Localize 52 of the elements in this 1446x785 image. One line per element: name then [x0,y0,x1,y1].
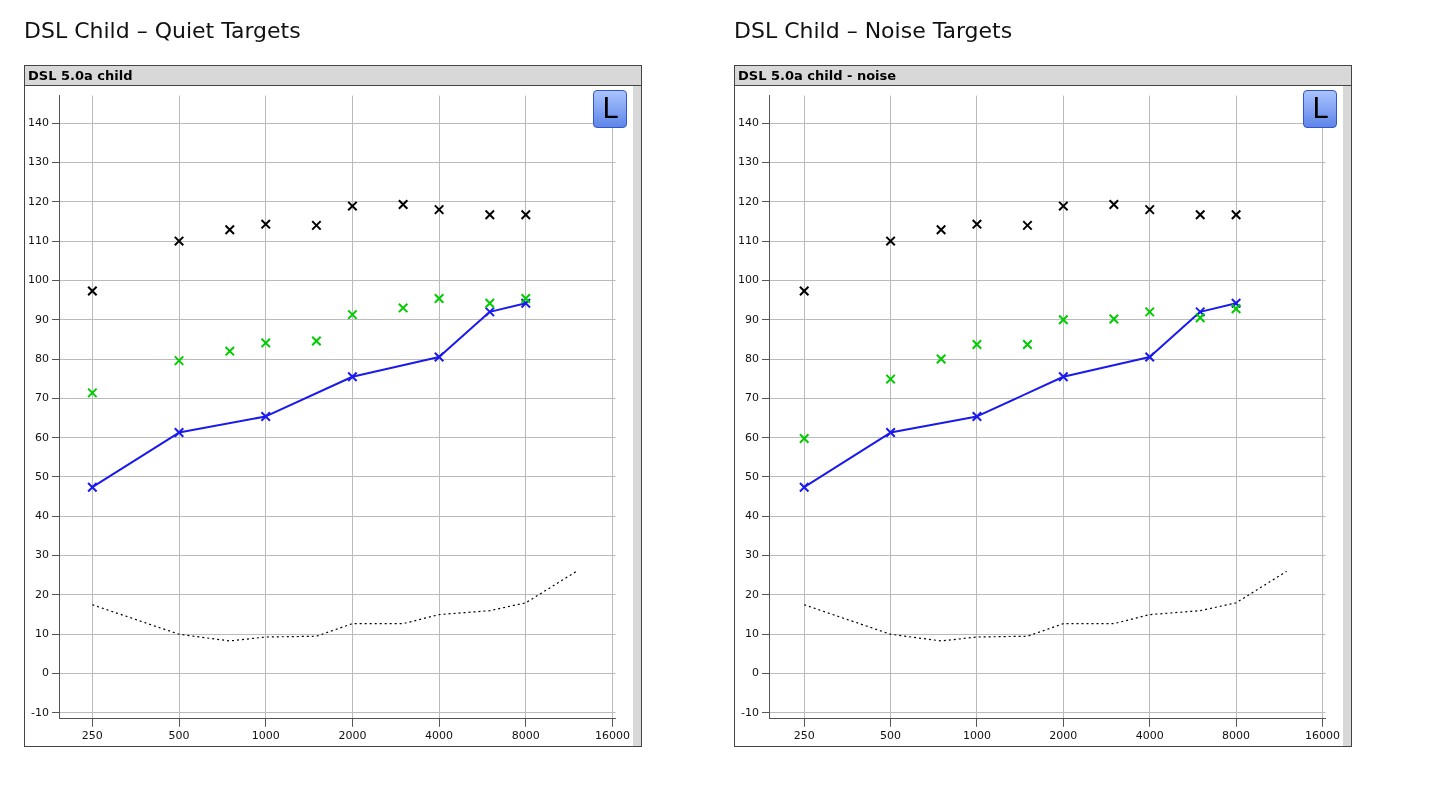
chart-title: DSL Child – Quiet Targets [24,18,302,43]
y-tick-label: -10 [31,705,49,719]
x-tick-label: 1000 [251,729,280,743]
y-tick-label: 90 [35,312,49,326]
y-tick-label: 120 [28,194,49,208]
y-tick-label: -10 [741,705,759,719]
x-tick-label: 1000 [962,729,991,743]
y-tick-label: 130 [28,155,49,169]
y-tick-label: 120 [738,194,759,208]
x-tick-label: 2000 [338,729,367,743]
y-tick-label: 0 [42,666,49,680]
x-tick-label: 4000 [425,729,454,743]
x-tick-label: 250 [793,729,815,743]
y-tick-label: 70 [35,391,49,405]
y-tick-label: 140 [28,115,49,129]
x-tick-label: 8000 [1222,729,1251,743]
y-tick-label: 140 [738,115,759,129]
chart-subtitle: DSL 5.0a child [25,66,641,86]
x-tick-label: 500 [168,729,190,743]
y-tick-label: 110 [28,233,49,247]
x-tick-label: 250 [81,729,103,743]
annotation: L [1303,90,1337,128]
y-tick-label: 90 [745,312,759,326]
y-tick-label: 130 [738,155,759,169]
y-tick-label: 10 [745,627,759,641]
chart-title: DSL Child – Noise Targets [734,18,1014,43]
y-tick-label: 50 [745,469,759,483]
y-tick-label: 100 [738,273,759,287]
chart-subtitle: DSL 5.0a child - noise [735,66,1351,86]
y-tick-label: 80 [35,351,49,365]
y-tick-label: 30 [35,548,49,562]
y-tick-label: 110 [738,233,759,247]
y-tick-label: 0 [752,666,759,680]
y-tick-label: 70 [745,391,759,405]
x-tick-label: 16000 [594,729,630,743]
x-tick-label: 2000 [1049,729,1078,743]
y-tick-label: 30 [745,548,759,562]
x-tick-label: 500 [880,729,902,743]
y-tick-label: 20 [35,587,49,601]
x-tick-label: 16000 [1304,729,1340,743]
annotation: L [593,90,627,128]
x-tick-label: 4000 [1135,729,1164,743]
y-tick-label: 60 [745,430,759,444]
y-tick-label: 80 [745,351,759,365]
y-tick-label: 50 [35,469,49,483]
y-tick-label: 60 [35,430,49,444]
y-tick-label: 100 [28,273,49,287]
y-tick-label: 40 [35,509,49,523]
y-tick-label: 40 [745,509,759,523]
x-tick-label: 8000 [511,729,540,743]
y-tick-label: 20 [745,587,759,601]
y-tick-label: 10 [35,627,49,641]
